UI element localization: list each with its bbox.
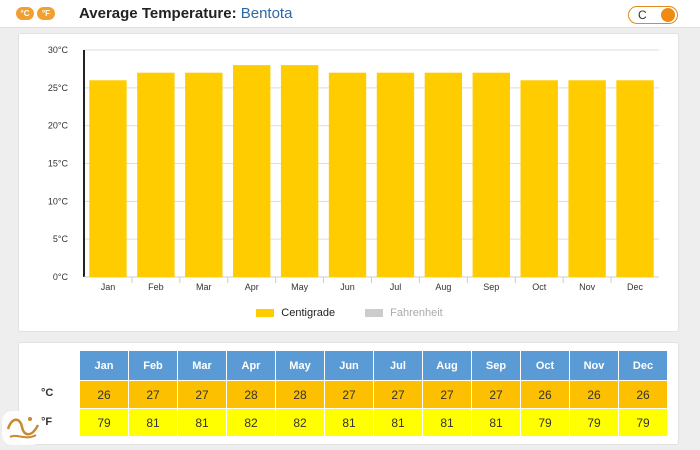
bar-jan[interactable] <box>89 80 127 277</box>
celsius-cell: 28 <box>276 381 324 408</box>
bar-dec[interactable] <box>616 80 654 277</box>
fahrenheit-cell: 82 <box>227 409 275 436</box>
fahrenheit-cell: 79 <box>80 409 128 436</box>
title-prefix: Average Temperature: <box>79 5 237 22</box>
fahrenheit-cell: 81 <box>472 409 520 436</box>
chart-legend: Centigrade Fahrenheit <box>19 307 680 319</box>
celsius-cell: 27 <box>129 381 177 408</box>
legend-item-fahrenheit[interactable]: Fahrenheit <box>365 307 443 319</box>
y-tick-label: 5°C <box>53 234 69 244</box>
y-tick-label: 20°C <box>48 121 69 131</box>
celsius-cell: 26 <box>570 381 618 408</box>
fahrenheit-row: 79 81 81 82 82 81 81 81 81 79 79 79 <box>80 409 667 436</box>
bar-oct[interactable] <box>520 80 558 277</box>
table-month-header: May <box>276 351 324 380</box>
table-month-header: Jan <box>80 351 128 380</box>
celsius-cell: 27 <box>325 381 373 408</box>
fahrenheit-cell: 81 <box>178 409 226 436</box>
x-tick-label: Mar <box>196 282 212 292</box>
x-tick-label: Jan <box>101 282 116 292</box>
y-tick-label: 25°C <box>48 83 69 93</box>
table-month-header: Jun <box>325 351 373 380</box>
celsius-cell: 27 <box>178 381 226 408</box>
bar-apr[interactable] <box>233 65 271 277</box>
unit-icons: °C °F <box>16 7 55 20</box>
table-month-header: Mar <box>178 351 226 380</box>
fahrenheit-cell: 81 <box>374 409 422 436</box>
table-month-header: Dec <box>619 351 667 380</box>
fahrenheit-swatch <box>365 309 384 317</box>
x-tick-label: Nov <box>579 282 596 292</box>
temperature-table-panel: °C °F Jan Feb Mar Apr May Jun Jul Aug Sep Oct Nov D… <box>18 342 679 445</box>
bar-jun[interactable] <box>328 72 367 277</box>
legend-item-centigrade[interactable]: Centigrade <box>256 307 335 319</box>
celsius-cell: 26 <box>619 381 667 408</box>
unit-toggle-label: C <box>638 8 647 22</box>
fahrenheit-cell: 79 <box>570 409 618 436</box>
celsius-cell: 26 <box>521 381 569 408</box>
x-tick-label: Jun <box>340 282 355 292</box>
fahrenheit-cell: 79 <box>619 409 667 436</box>
temperature-chart: 0°C 5°C 10°C 15°C 20°C 25°C 30°C Jan Feb Mar Apr Ma… <box>48 45 659 292</box>
table-month-header: Sep <box>472 351 520 380</box>
fahrenheit-cell: 82 <box>276 409 324 436</box>
city-name: Bentota <box>240 5 293 22</box>
celsius-cell: 27 <box>423 381 471 408</box>
table-month-header: Feb <box>129 351 177 380</box>
chart-panel: 0°C 5°C 10°C 15°C 20°C 25°C 30°C Jan Feb Mar Apr Ma… <box>18 33 679 332</box>
fahrenheit-cell: 81 <box>325 409 373 436</box>
fahrenheit-cell: 81 <box>129 409 177 436</box>
bar-mar[interactable] <box>185 72 223 277</box>
centigrade-swatch <box>256 309 275 317</box>
x-tick-label: Jul <box>390 282 402 292</box>
fahrenheit-unit-icon[interactable]: °F <box>37 7 55 20</box>
table-month-header: Apr <box>227 351 275 380</box>
watermark-logo <box>2 411 42 445</box>
page-header: °C °F Average Temperature: Bentota C <box>0 0 700 28</box>
table-month-header: Jul <box>374 351 422 380</box>
table-month-header: Aug <box>423 351 471 380</box>
bar-sep[interactable] <box>472 72 510 277</box>
bar-jul[interactable] <box>376 72 415 277</box>
bar-nov[interactable] <box>568 80 606 277</box>
legend-label-centigrade: Centigrade <box>281 307 336 319</box>
celsius-cell: 26 <box>80 381 128 408</box>
y-tick-label: 15°C <box>48 159 69 169</box>
table-month-header: Oct <box>521 351 569 380</box>
unit-toggle[interactable]: C <box>628 6 678 24</box>
page-title: Average Temperature: Bentota <box>79 5 292 22</box>
celsius-cell: 27 <box>472 381 520 408</box>
toggle-knob-icon <box>661 8 675 22</box>
temperature-table: Jan Feb Mar Apr May Jun Jul Aug Sep Oct Nov Dec 26 2… <box>79 350 668 437</box>
x-tick-label: Oct <box>532 282 547 292</box>
celsius-cell: 28 <box>227 381 275 408</box>
x-tick-label: Sep <box>483 282 499 292</box>
x-tick-label: May <box>291 282 309 292</box>
legend-label-fahrenheit: Fahrenheit <box>390 307 443 319</box>
x-tick-label: Aug <box>435 282 451 292</box>
bar-feb[interactable] <box>137 72 175 277</box>
fahrenheit-cell: 79 <box>521 409 569 436</box>
bar-may[interactable] <box>280 65 319 277</box>
y-tick-label: 30°C <box>48 45 69 55</box>
celsius-row: 26 27 27 28 28 27 27 27 27 26 26 26 <box>80 381 667 408</box>
table-month-header: Nov <box>570 351 618 380</box>
fahrenheit-cell: 81 <box>423 409 471 436</box>
y-tick-label: 0°C <box>53 272 69 282</box>
x-tick-label: Feb <box>148 282 164 292</box>
celsius-row-label: °C <box>41 387 54 399</box>
bar-aug[interactable] <box>424 72 463 277</box>
month-header-row: Jan Feb Mar Apr May Jun Jul Aug Sep Oct Nov Dec <box>80 351 667 380</box>
celsius-cell: 27 <box>374 381 422 408</box>
celsius-unit-icon[interactable]: °C <box>16 7 34 20</box>
y-tick-label: 10°C <box>48 196 69 206</box>
x-tick-label: Apr <box>245 282 259 292</box>
fahrenheit-row-label: °F <box>41 416 53 428</box>
x-tick-label: Dec <box>627 282 644 292</box>
